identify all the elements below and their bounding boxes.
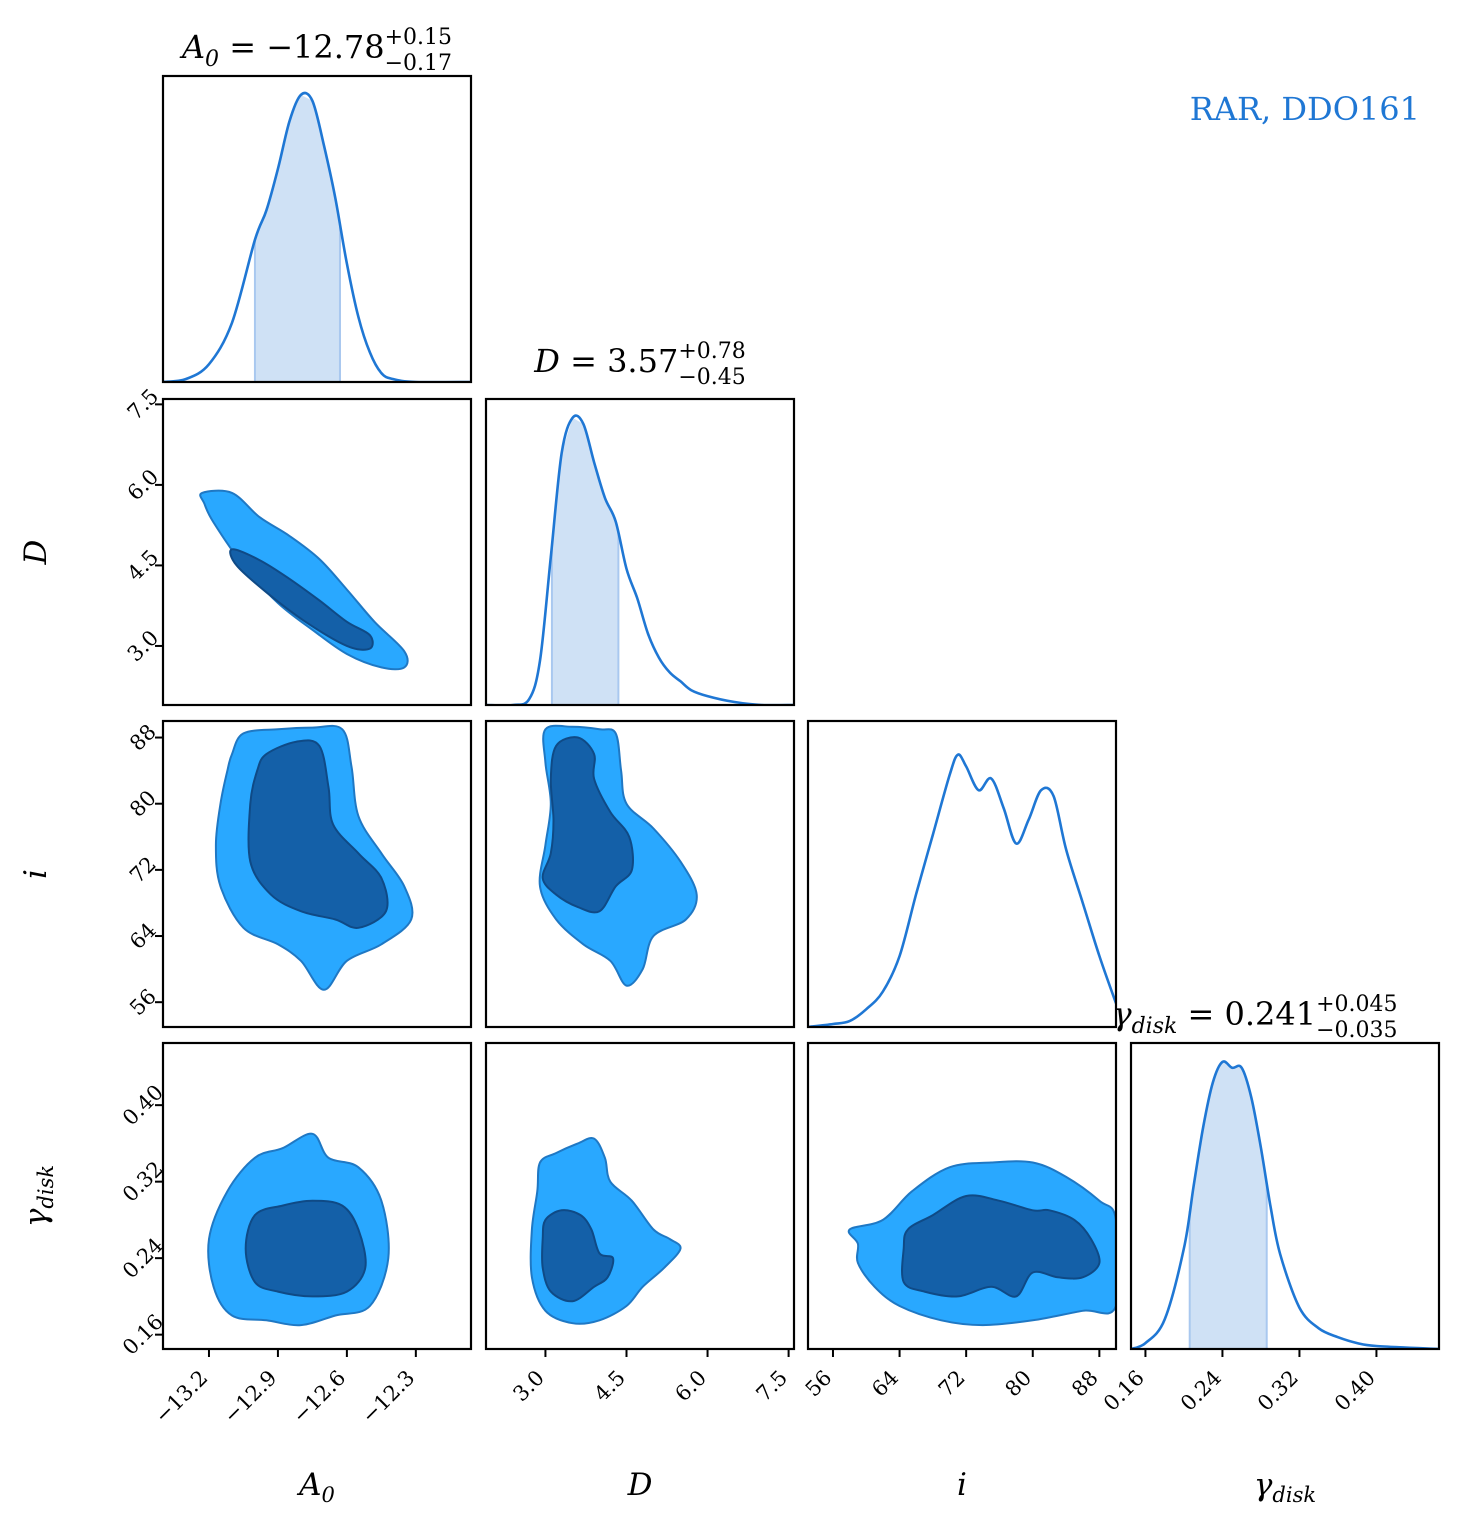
panel-frame bbox=[161, 74, 473, 384]
marginal-curve-gamma bbox=[1131, 1060, 1439, 1349]
title-gamma: γdisk = 0.241+0.045 −0.035 bbox=[1112, 992, 1397, 1043]
x-tick-label-D: 4.5 bbox=[589, 1366, 630, 1407]
y-axis-label-D: D bbox=[18, 539, 54, 565]
x-tick-label-A0: −12.6 bbox=[288, 1366, 350, 1428]
x-axis-label-i: i bbox=[957, 1467, 967, 1503]
y-tick-label-D: 3.0 bbox=[123, 626, 164, 667]
y-tick-label-i: 80 bbox=[125, 786, 161, 822]
contour-inner-A0-D bbox=[229, 548, 374, 651]
panel-i-D bbox=[538, 724, 698, 987]
x-tick-label-A0: −12.9 bbox=[219, 1366, 281, 1428]
x-tick-label-gamma: 0.16 bbox=[1099, 1366, 1149, 1416]
y-tick-label-i: 72 bbox=[125, 852, 161, 888]
x-axis-label-gamma: γdisk bbox=[1254, 1467, 1316, 1507]
contour-inner-D-i bbox=[541, 736, 634, 914]
credible-band-gamma bbox=[1189, 1061, 1267, 1349]
marginal-curve-i bbox=[808, 753, 1116, 1027]
marginal-curve-D bbox=[486, 414, 794, 705]
panel-frame bbox=[806, 719, 1118, 1029]
axis-label-main: i bbox=[18, 869, 54, 879]
x-tick-label-i: 64 bbox=[867, 1366, 903, 1402]
x-tick-label-gamma: 0.24 bbox=[1176, 1366, 1226, 1416]
panel-frame bbox=[1129, 1041, 1441, 1351]
title-symbol: γ bbox=[1112, 995, 1132, 1033]
x-tick-label-i: 56 bbox=[801, 1366, 837, 1402]
y-tick-label-D: 4.5 bbox=[123, 545, 164, 586]
x-tick-label-i: 88 bbox=[1067, 1366, 1103, 1402]
contour-inner-D-gamma bbox=[541, 1209, 615, 1303]
title-value: = 3.57 bbox=[560, 342, 678, 380]
panel-frame bbox=[484, 1041, 796, 1351]
title-symbol: A bbox=[179, 28, 205, 66]
contour-inner-i-gamma bbox=[901, 1194, 1101, 1298]
x-axis-label-D: D bbox=[627, 1467, 653, 1503]
panel-gamma-D bbox=[529, 1137, 682, 1325]
panel-D-A0 bbox=[199, 489, 409, 671]
panel-frame bbox=[161, 397, 473, 707]
y-tick-label-i: 88 bbox=[125, 720, 161, 756]
title-plus: +0.15 bbox=[385, 25, 452, 50]
panel-frame bbox=[806, 1041, 1118, 1351]
title-minus: −0.17 bbox=[385, 51, 452, 76]
x-tick-label-i: 80 bbox=[1000, 1366, 1036, 1402]
x-tick-label-D: 3.0 bbox=[508, 1366, 549, 1407]
axis-label-sub: disk bbox=[34, 1165, 58, 1209]
y-tick-label-i: 56 bbox=[125, 984, 161, 1020]
contour-inner-A0-gamma bbox=[244, 1199, 367, 1298]
panel-gamma-i bbox=[847, 1160, 1116, 1327]
x-axis-label-A0: A0 bbox=[296, 1467, 335, 1507]
title-plus: +0.78 bbox=[678, 339, 745, 364]
title-minus: −0.035 bbox=[1316, 1018, 1397, 1043]
panel-i-i bbox=[808, 753, 1116, 1027]
panel-gamma-A0 bbox=[207, 1132, 390, 1327]
axis-label-main: γ bbox=[1254, 1467, 1273, 1503]
marginal-curve-A0 bbox=[163, 91, 471, 382]
x-tick-label-D: 7.5 bbox=[752, 1366, 793, 1407]
panel-frame bbox=[161, 719, 473, 1029]
panel-frame bbox=[484, 719, 796, 1029]
axis-label-main: D bbox=[627, 1467, 653, 1503]
title-A0: A0 = −12.78+0.15 −0.17 bbox=[179, 25, 452, 76]
title-symbol-sub: 0 bbox=[205, 47, 219, 72]
x-tick-label-i: 72 bbox=[934, 1366, 970, 1402]
y-axis-label-gamma: γdisk bbox=[18, 1165, 58, 1227]
y-axis-label-i: i bbox=[18, 869, 54, 879]
title-D: D = 3.57+0.78 −0.45 bbox=[533, 339, 745, 390]
x-tick-label-D: 6.0 bbox=[670, 1366, 711, 1407]
title-value: = 0.241 bbox=[1177, 995, 1316, 1033]
axis-label-main: A bbox=[296, 1467, 321, 1503]
panel-A0-A0 bbox=[163, 91, 471, 382]
credible-band-D bbox=[551, 417, 619, 705]
title-symbol-sub: disk bbox=[1132, 1014, 1178, 1039]
title-minus: −0.45 bbox=[678, 365, 745, 390]
axis-label-main: γ bbox=[18, 1208, 54, 1227]
axis-label-main: D bbox=[18, 539, 54, 565]
y-tick-label-D: 6.0 bbox=[123, 465, 164, 506]
axis-label-sub: 0 bbox=[322, 1483, 335, 1507]
axis-label-sub: disk bbox=[1272, 1483, 1316, 1507]
x-tick-label-A0: −13.2 bbox=[150, 1366, 212, 1428]
x-tick-label-gamma: 0.40 bbox=[1330, 1366, 1380, 1416]
panel-D-D bbox=[486, 414, 794, 705]
axis-label-main: i bbox=[957, 1467, 967, 1503]
panel-i-A0 bbox=[214, 724, 414, 991]
title-symbol: D bbox=[533, 342, 560, 380]
y-tick-label-D: 7.5 bbox=[123, 384, 164, 425]
x-tick-label-A0: −12.3 bbox=[357, 1366, 419, 1428]
panel-frame bbox=[484, 397, 796, 707]
panel-frame bbox=[161, 1041, 473, 1351]
legend-label: RAR, DDO161 bbox=[1190, 90, 1420, 128]
title-value: = −12.78 bbox=[219, 28, 385, 66]
panel-gamma-gamma bbox=[1131, 1060, 1439, 1349]
credible-band-A0 bbox=[254, 94, 340, 382]
x-tick-label-gamma: 0.32 bbox=[1253, 1366, 1303, 1416]
title-plus: +0.045 bbox=[1316, 992, 1397, 1017]
y-tick-label-i: 64 bbox=[125, 918, 161, 954]
contour-outer-A0-D bbox=[199, 489, 409, 671]
contour-inner-A0-i bbox=[247, 739, 389, 929]
